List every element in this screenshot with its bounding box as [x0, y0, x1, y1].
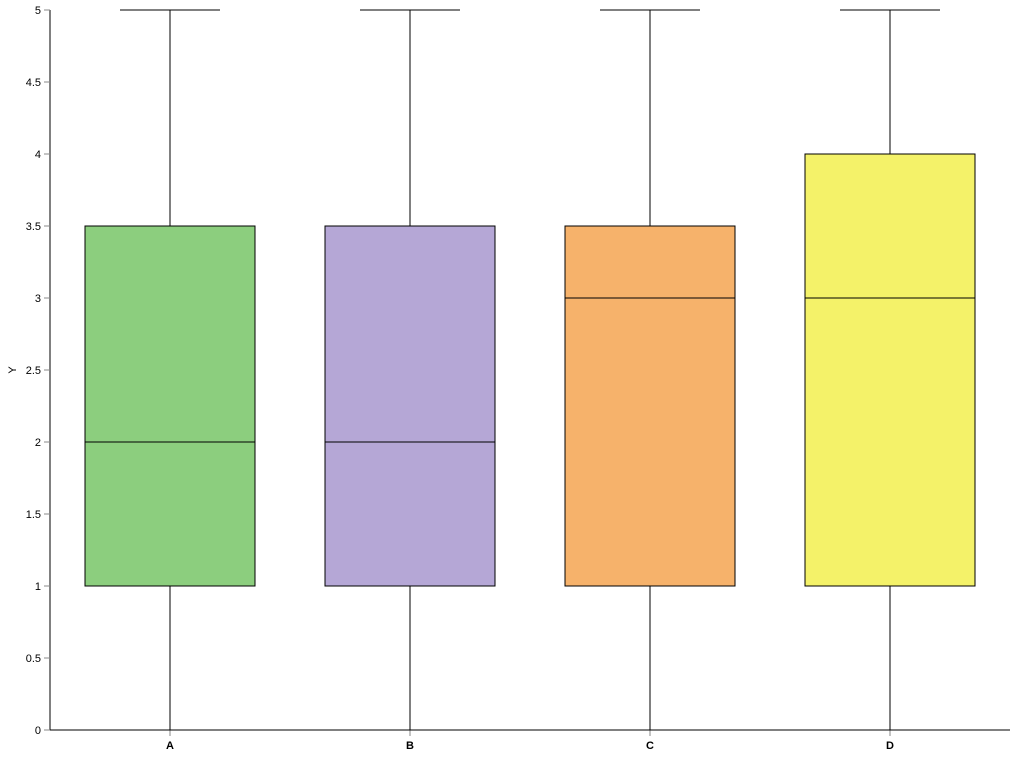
- y-tick-label: 1: [35, 581, 41, 593]
- y-tick-label: 3: [35, 293, 41, 305]
- y-tick-label: 1.5: [26, 509, 41, 521]
- y-tick-label: 0: [35, 725, 41, 737]
- y-tick-label: 3.5: [26, 221, 41, 233]
- y-tick-label: 4.5: [26, 77, 41, 89]
- y-tick-label: 0.5: [26, 653, 41, 665]
- y-tick-label: 4: [35, 149, 41, 161]
- box-rect: [85, 226, 255, 586]
- x-tick-label: D: [886, 740, 894, 752]
- y-tick-label: 2: [35, 437, 41, 449]
- box-rect: [805, 154, 975, 586]
- y-tick-label: 2.5: [26, 365, 41, 377]
- boxplot-chart: 0 0.5 1 1.5 2 2.5 3 3.5 4 4.5 5 A B C D Y: [0, 0, 1024, 768]
- x-tick-label: A: [166, 740, 174, 752]
- y-tick-label: 5: [35, 5, 41, 17]
- box-rect: [325, 226, 495, 586]
- box-rect: [565, 226, 735, 586]
- y-axis-label: Y: [7, 366, 19, 374]
- x-tick-label: B: [406, 740, 414, 752]
- x-tick-label: C: [646, 740, 654, 752]
